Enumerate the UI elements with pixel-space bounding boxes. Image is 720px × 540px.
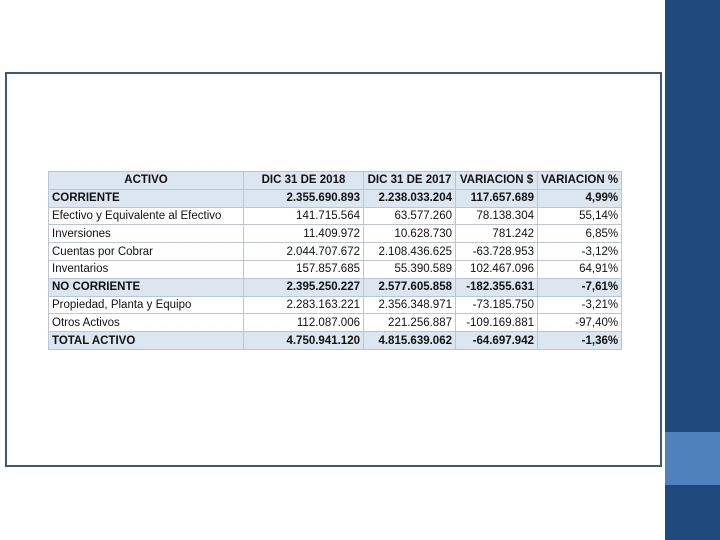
- table-row: NO CORRIENTE 2.395.250.227 2.577.605.858 -1…: [48, 277, 623, 297]
- value-cell: 4.750.941.120: [243, 331, 364, 350]
- row-label: Otros Activos: [48, 313, 244, 333]
- value-cell: -182.355.631: [455, 277, 538, 297]
- table-row: TOTAL ACTIVO 4.750.941.120 4.815.639.062 -6…: [48, 331, 623, 350]
- value-cell: 221.256.887: [363, 313, 456, 333]
- value-cell: -3,21%: [536, 295, 623, 315]
- table-row: Inversiones 11.409.972 10.628.730 781.242 6,…: [48, 224, 623, 244]
- row-label: Efectivo y Equivalente al Efectivo: [48, 206, 244, 226]
- value-cell: -109.169.881: [455, 313, 538, 333]
- table-row: CORRIENTE 2.355.690.893 2.238.033.204 117.6…: [48, 188, 623, 208]
- value-cell: 2.577.605.858: [363, 277, 456, 297]
- table-row: Efectivo y Equivalente al Efectivo 141.71…: [48, 206, 623, 226]
- table-body: ACTIVO DIC 31 DE 2018 DIC 31 DE 2017 VARIAC…: [48, 171, 623, 350]
- row-label: Inventarios: [48, 259, 244, 279]
- value-cell: 11.409.972: [243, 224, 364, 244]
- value-cell: 2.238.033.204: [363, 188, 456, 208]
- value-cell: -3,12%: [536, 242, 623, 261]
- balance-table: ACTIVO DIC 31 DE 2018 DIC 31 DE 2017 VARIAC…: [48, 171, 623, 350]
- row-label: Inversiones: [48, 224, 244, 244]
- content-frame: [5, 72, 662, 467]
- value-cell: 4.815.639.062: [363, 331, 456, 350]
- table-row: Propiedad, Planta y Equipo 2.283.163.221 2…: [48, 295, 623, 315]
- header-cell: VARIACION %: [536, 171, 623, 190]
- value-cell: -63.728.953: [455, 242, 538, 261]
- value-cell: 2.395.250.227: [243, 277, 364, 297]
- value-cell: 102.467.096: [455, 259, 538, 279]
- value-cell: -7,61%: [536, 277, 623, 297]
- header-cell: DIC 31 DE 2017: [363, 171, 456, 190]
- value-cell: 2.044.707.672: [243, 242, 364, 261]
- value-cell: -1,36%: [536, 331, 623, 350]
- value-cell: 2.108.436.625: [363, 242, 456, 261]
- row-label: CORRIENTE: [48, 188, 244, 208]
- value-cell: -64.697.942: [455, 331, 538, 350]
- row-label: Cuentas por Cobrar: [48, 242, 244, 261]
- row-label: NO CORRIENTE: [48, 277, 244, 297]
- value-cell: 4,99%: [536, 188, 623, 208]
- header-cell: VARIACION $: [455, 171, 538, 190]
- value-cell: 64,91%: [536, 259, 623, 279]
- value-cell: 6,85%: [536, 224, 623, 244]
- value-cell: 157.857.685: [243, 259, 364, 279]
- header-cell: DIC 31 DE 2018: [243, 171, 364, 190]
- value-cell: 10.628.730: [363, 224, 456, 244]
- value-cell: 63.577.260: [363, 206, 456, 226]
- value-cell: -97,40%: [536, 313, 623, 333]
- row-label: Propiedad, Planta y Equipo: [48, 295, 244, 315]
- value-cell: 2.283.163.221: [243, 295, 364, 315]
- table-row: Inventarios 157.857.685 55.390.589 102.467.…: [48, 259, 623, 279]
- table-row: Otros Activos 112.087.006 221.256.887 -109.…: [48, 313, 623, 333]
- value-cell: 55,14%: [536, 206, 623, 226]
- value-cell: 2.356.348.971: [363, 295, 456, 315]
- header-row: ACTIVO DIC 31 DE 2018 DIC 31 DE 2017 VARIAC…: [48, 171, 623, 190]
- value-cell: 2.355.690.893: [243, 188, 364, 208]
- table-row: Cuentas por Cobrar 2.044.707.672 2.108.436…: [48, 242, 623, 261]
- value-cell: 117.657.689: [455, 188, 538, 208]
- value-cell: 141.715.564: [243, 206, 364, 226]
- header-cell: ACTIVO: [48, 171, 244, 190]
- value-cell: 781.242: [455, 224, 538, 244]
- value-cell: 55.390.589: [363, 259, 456, 279]
- sidebar-accent: [665, 432, 720, 485]
- row-label: TOTAL ACTIVO: [48, 331, 244, 350]
- value-cell: -73.185.750: [455, 295, 538, 315]
- value-cell: 112.087.006: [243, 313, 364, 333]
- value-cell: 78.138.304: [455, 206, 538, 226]
